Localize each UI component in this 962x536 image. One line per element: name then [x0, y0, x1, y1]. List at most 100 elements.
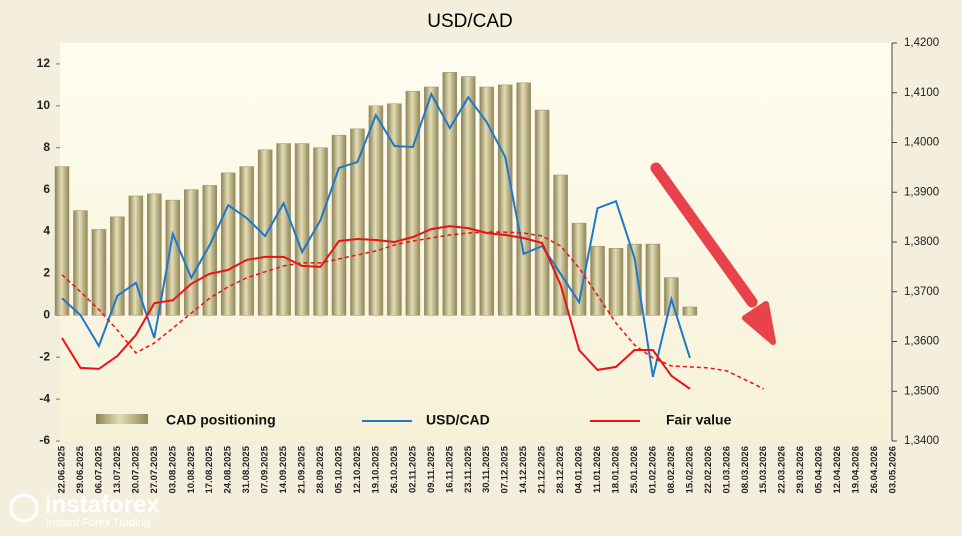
y-tick-label: 12 [37, 56, 51, 70]
legend-label: USD/CAD [426, 412, 490, 428]
line [61, 91, 691, 378]
x-tick-label: 04.01.2026 [574, 446, 585, 494]
bar [331, 134, 347, 316]
x-tick-label: 07.09.2025 [260, 445, 271, 493]
x-tick-label: 05.04.2026 [814, 446, 825, 494]
bar [479, 86, 494, 316]
bar [553, 174, 568, 316]
x-tick-label: 31.08.2025 [241, 445, 252, 493]
bar [682, 306, 698, 316]
y-tick-label: 4 [43, 224, 50, 238]
y-tick-label: -6 [39, 433, 50, 447]
x-tick-label: 15.03.2026 [758, 446, 769, 494]
bar [645, 243, 661, 316]
bar [516, 82, 531, 316]
x-tick-label: 22.02.2026 [703, 446, 714, 494]
y2-tick-label: 1,3800 [904, 236, 939, 248]
legend-item: USD/CAD [362, 412, 490, 428]
x-tick-label: 19.10.2025 [370, 445, 381, 493]
x-tick-label: 22.03.2026 [777, 446, 788, 494]
bar [294, 143, 310, 316]
x-tick-label: 26.04.2026 [869, 446, 880, 494]
bar [276, 143, 291, 316]
x-tick-label: 18.01.2026 [611, 446, 622, 494]
x-tick-label: 07.12.2025 [500, 445, 511, 493]
x-tick-label: 22.06.2025 [57, 445, 68, 493]
bar [202, 185, 217, 316]
x-tick-label: 10.08.2025 [186, 445, 197, 493]
x-tick-label: 20.07.2025 [130, 445, 141, 493]
y-tick-label: -4 [39, 391, 50, 405]
y2-tick-label: 1,4100 [904, 87, 939, 99]
x-tick-label: 30.11.2025 [481, 445, 492, 493]
bar [424, 86, 439, 316]
plot-area [60, 43, 892, 441]
bar [239, 166, 254, 316]
trend-line [61, 231, 765, 390]
x-tick-label: 09.11.2025 [426, 445, 437, 493]
bar [461, 76, 476, 316]
x-tick-label: 17.08.2025 [204, 445, 215, 493]
bar [387, 103, 402, 316]
x-tick-label: 06.07.2025 [93, 445, 104, 493]
x-tick-label: 02.11.2025 [407, 445, 418, 493]
bar [534, 109, 550, 316]
legend-item: CAD positioning [96, 412, 276, 428]
legend-item: Fair value [590, 412, 732, 428]
bar [165, 199, 181, 316]
x-tick-label: 01.03.2026 [721, 446, 732, 494]
bar [73, 210, 88, 316]
bar [590, 245, 605, 316]
y-tick-label: 0 [43, 307, 50, 321]
y2-tick-label: 1,3500 [904, 385, 939, 397]
bar [405, 90, 421, 316]
arrow [650, 162, 776, 345]
bar [147, 193, 162, 316]
x-tick-label: 03.08.2025 [167, 445, 178, 493]
line [61, 225, 691, 390]
legend-label: CAD positioning [166, 412, 276, 428]
x-tick-label: 19.04.2026 [851, 446, 862, 494]
y2-tick-label: 1,3400 [904, 435, 939, 447]
x-tick-label: 14.12.2025 [518, 445, 529, 493]
y-tick-label: 2 [43, 266, 50, 280]
y2-tick-label: 1,3600 [904, 336, 939, 348]
x-tick-label: 25.01.2026 [629, 446, 640, 494]
bar [627, 243, 642, 316]
y2-tick-label: 1,4000 [904, 137, 939, 149]
x-tick-label: 03.05.2026 [888, 446, 899, 494]
legend-label: Fair value [666, 412, 732, 428]
x-tick-label: 28.12.2025 [555, 445, 566, 493]
bar [442, 72, 458, 316]
x-tick-label: 16.11.2025 [444, 445, 455, 493]
bar [497, 84, 513, 316]
bar [368, 105, 384, 316]
tagline: Instant Forex Trading [46, 517, 150, 529]
x-tick-label: 23.11.2025 [463, 445, 474, 493]
x-tick-label: 11.01.2026 [592, 446, 603, 493]
bar [91, 229, 107, 316]
x-tick-label: 12.04.2026 [832, 446, 843, 494]
bar [110, 216, 125, 316]
brand: instaforex [45, 491, 160, 518]
x-tick-label: 28.09.2025 [315, 445, 326, 493]
bar [350, 128, 365, 316]
x-tick-label: 08.03.2026 [740, 446, 751, 494]
y2-tick-label: 1,3900 [904, 186, 939, 198]
y-tick-label: 8 [43, 140, 50, 154]
x-tick-label: 27.07.2025 [149, 445, 160, 493]
x-tick-label: 29.03.2026 [795, 446, 806, 494]
x-tick-label: 14.09.2025 [278, 445, 289, 493]
legend-swatch [96, 414, 148, 424]
bar [313, 147, 328, 316]
x-tick-label: 01.02.2026 [647, 446, 658, 494]
bar [608, 248, 624, 316]
bar [184, 189, 199, 316]
x-tick-label: 21.12.2025 [537, 445, 548, 493]
x-tick-label: 15.02.2026 [684, 446, 695, 494]
x-tick-label: 26.10.2025 [389, 445, 400, 493]
x-tick-label: 21.09.2025 [297, 445, 308, 493]
chart-title: USD/CAD [427, 11, 513, 32]
x-tick-label: 12.10.2025 [352, 445, 363, 493]
y2-tick-label: 1,3700 [904, 286, 939, 298]
